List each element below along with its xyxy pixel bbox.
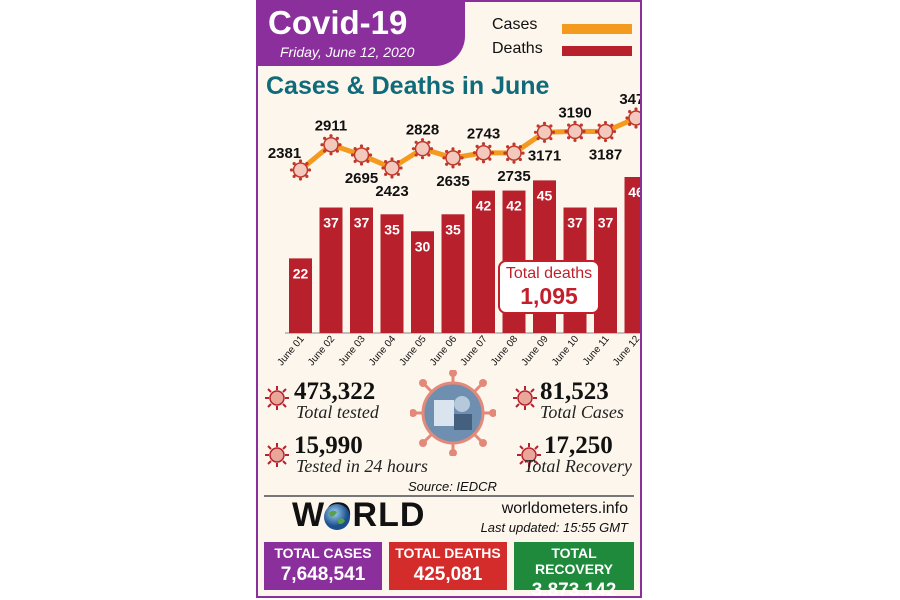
x-tick-label: June 04 bbox=[367, 334, 399, 369]
world-source-site: worldometers.info bbox=[501, 500, 628, 517]
world-last-updated: Last updated: 15:55 GMT bbox=[480, 520, 628, 535]
cases-point bbox=[564, 120, 586, 143]
cases-value-label: 2735 bbox=[497, 168, 530, 185]
cases-value-label: 3187 bbox=[589, 147, 622, 164]
death-bar bbox=[411, 231, 434, 333]
death-value-label: 46 bbox=[628, 184, 640, 200]
x-tick-label: June 11 bbox=[581, 334, 612, 368]
cases-value-label: 3471 bbox=[619, 91, 640, 108]
source-note: Source: IEDCR bbox=[408, 479, 497, 494]
death-value-label: 37 bbox=[598, 215, 614, 231]
cases-point bbox=[289, 159, 312, 181]
world-total-recovery-value: 3,873,142 bbox=[531, 580, 617, 598]
legend-cases-swatch bbox=[562, 24, 632, 34]
x-tick-label: June 01 bbox=[275, 334, 307, 369]
cases-value-label: 3171 bbox=[528, 147, 561, 164]
cases-point bbox=[442, 147, 464, 169]
x-tick-label: June 07 bbox=[458, 334, 490, 369]
cases-value-label: 2695 bbox=[345, 170, 378, 187]
chart-title: Cases & Deaths in June bbox=[266, 72, 550, 100]
cases-value-label: 2911 bbox=[315, 118, 348, 135]
death-value-label: 37 bbox=[567, 215, 583, 231]
death-value-label: 37 bbox=[354, 215, 370, 231]
cases-value-label: 2635 bbox=[436, 173, 469, 190]
x-tick-label: June 09 bbox=[519, 334, 551, 369]
death-value-label: 42 bbox=[476, 198, 492, 214]
header-date: Friday, June 12, 2020 bbox=[280, 44, 415, 60]
death-value-label: 37 bbox=[323, 215, 339, 231]
stat-total-tested-value: 473,322 bbox=[294, 378, 376, 405]
legend-cases-label: Cases bbox=[492, 16, 538, 33]
virus-illustration-icon bbox=[410, 370, 496, 456]
death-bar bbox=[472, 190, 495, 333]
world-total-deaths-box: TOTAL DEATHS 425,081 bbox=[389, 542, 507, 590]
world-total-cases-label: TOTAL CASES bbox=[274, 545, 372, 561]
death-bar bbox=[319, 207, 343, 333]
death-value-label: 35 bbox=[445, 221, 461, 237]
total-deaths-callout: Total deaths 1,095 bbox=[498, 260, 600, 314]
virus-icon bbox=[513, 386, 537, 410]
death-value-label: 30 bbox=[415, 238, 431, 254]
death-value-label: 45 bbox=[537, 187, 553, 203]
x-tick-label: June 08 bbox=[489, 334, 521, 369]
cases-point bbox=[411, 138, 434, 160]
virus-icon bbox=[265, 443, 289, 467]
legend-deaths-swatch bbox=[562, 46, 632, 56]
world-total-recovery-box: TOTAL RECOVERY 3,873,142 bbox=[514, 542, 634, 596]
cases-point bbox=[503, 142, 525, 164]
death-value-label: 22 bbox=[293, 265, 309, 281]
death-value-label: 35 bbox=[384, 221, 400, 237]
death-bar bbox=[624, 177, 640, 333]
header-banner: Covid-19 Friday, June 12, 2020 bbox=[258, 2, 465, 66]
stat-tested-24h-value: 15,990 bbox=[294, 432, 363, 459]
world-total-cases-value: 7,648,541 bbox=[280, 564, 366, 585]
stat-tested-24h-label: Tested in 24 hours bbox=[296, 456, 428, 476]
stat-total-cases-label: Total Cases bbox=[540, 402, 624, 422]
cases-point bbox=[350, 144, 373, 166]
stat-total-recovery-value: 17,250 bbox=[544, 432, 613, 459]
cases-value-label: 2423 bbox=[375, 183, 408, 200]
death-bar bbox=[350, 207, 373, 333]
world-total-cases-box: TOTAL CASES 7,648,541 bbox=[264, 542, 382, 590]
x-tick-label: June 10 bbox=[550, 334, 582, 369]
world-title-text: WORLD bbox=[292, 496, 426, 534]
cases-value-label: 2381 bbox=[268, 145, 301, 162]
x-tick-label: June 12 bbox=[611, 334, 640, 369]
globe-icon bbox=[324, 504, 350, 530]
death-bar bbox=[441, 214, 465, 333]
stat-total-tested-label: Total tested bbox=[296, 402, 379, 422]
world-total-deaths-value: 425,081 bbox=[413, 564, 483, 585]
cases-value-label: 2743 bbox=[467, 126, 500, 143]
infographic-card: Covid-19 Friday, June 12, 2020 Cases Dea… bbox=[256, 0, 642, 598]
death-bar bbox=[380, 214, 404, 333]
cases-point bbox=[472, 142, 495, 164]
x-tick-label: June 03 bbox=[336, 334, 368, 369]
cases-point bbox=[594, 120, 617, 143]
cases-value-label: 3190 bbox=[558, 104, 591, 121]
cases-point bbox=[320, 134, 342, 156]
stat-total-cases-value: 81,523 bbox=[540, 378, 609, 405]
world-total-recovery-label: TOTAL RECOVERY bbox=[534, 545, 614, 577]
stat-total-recovery-label: Total Recovery bbox=[524, 456, 632, 476]
x-tick-label: June 02 bbox=[306, 334, 338, 369]
virus-icon bbox=[517, 443, 541, 467]
cases-point bbox=[625, 107, 640, 129]
total-deaths-callout-value: 1,095 bbox=[520, 283, 578, 309]
cases-point bbox=[381, 157, 403, 179]
world-total-deaths-label: TOTAL DEATHS bbox=[395, 545, 501, 561]
virus-icon bbox=[265, 386, 289, 410]
total-deaths-callout-label: Total deaths bbox=[505, 265, 593, 282]
world-title: WORLD bbox=[292, 496, 425, 535]
death-bar bbox=[289, 258, 312, 333]
legend-deaths-label: Deaths bbox=[492, 40, 543, 57]
death-value-label: 42 bbox=[506, 198, 522, 214]
x-tick-label: June 05 bbox=[397, 334, 429, 369]
header-title: Covid-19 bbox=[268, 4, 408, 41]
cases-point bbox=[533, 121, 556, 143]
cases-value-label: 2828 bbox=[406, 122, 439, 139]
divider bbox=[264, 495, 634, 497]
x-tick-label: June 06 bbox=[428, 334, 460, 369]
